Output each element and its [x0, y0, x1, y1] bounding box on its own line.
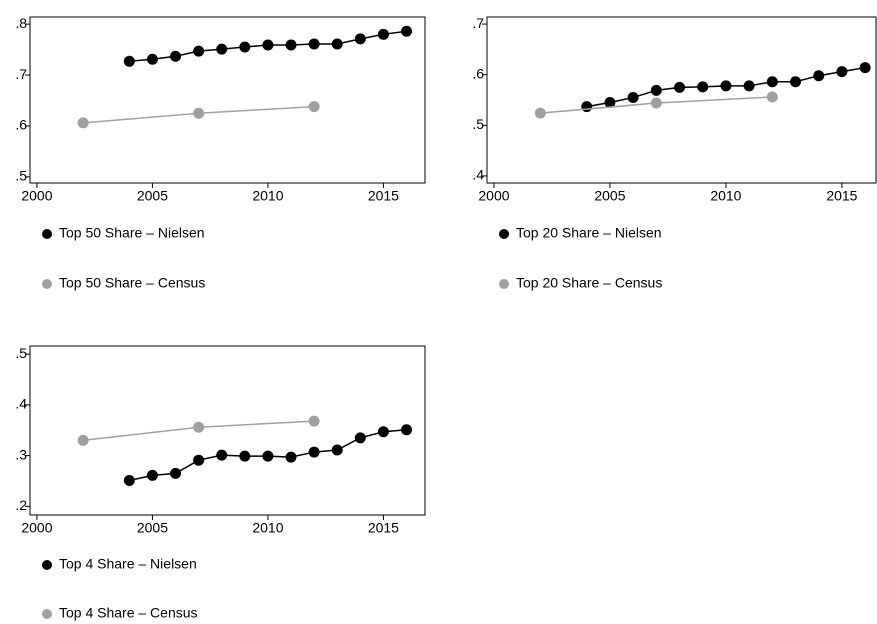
- y-tick-label: .7: [15, 66, 27, 82]
- point: [262, 450, 274, 462]
- x-tick-label: 2005: [137, 188, 168, 204]
- point: [354, 432, 366, 444]
- y-tick-label: .3: [15, 446, 27, 462]
- plot-frame: [29, 345, 426, 516]
- point: [216, 449, 228, 461]
- x-tick-label: 2010: [252, 188, 283, 204]
- point: [697, 81, 709, 93]
- point: [813, 70, 825, 82]
- point: [836, 66, 848, 78]
- x-tick-label: 2015: [368, 188, 399, 204]
- point: [401, 25, 413, 37]
- point: [650, 97, 662, 109]
- point: [193, 107, 205, 119]
- x-tick-label: 2015: [368, 520, 399, 536]
- legend-marker: [42, 229, 52, 239]
- point: [766, 76, 778, 88]
- point: [170, 467, 182, 479]
- point: [308, 38, 320, 50]
- point: [123, 55, 135, 67]
- point: [604, 97, 616, 109]
- point: [377, 28, 389, 40]
- point: [650, 84, 662, 96]
- point: [720, 80, 732, 92]
- point: [401, 424, 413, 436]
- point: [790, 76, 802, 88]
- point: [285, 451, 297, 463]
- point: [262, 39, 274, 51]
- point: [308, 446, 320, 458]
- point: [743, 80, 755, 92]
- y-tick-label: .5: [472, 116, 484, 132]
- x-tick-label: 2015: [826, 188, 857, 204]
- point: [308, 415, 320, 427]
- point: [216, 43, 228, 55]
- x-tick-label: 2010: [252, 520, 283, 536]
- x-tick-label: 2005: [594, 188, 625, 204]
- point: [766, 91, 778, 103]
- legend-marker: [42, 279, 52, 289]
- point: [239, 41, 251, 53]
- point: [123, 474, 135, 486]
- point: [239, 450, 251, 462]
- legend-label: Top 4 Share – Census: [59, 605, 198, 621]
- point: [77, 117, 89, 129]
- legend-label: Top 20 Share – Census: [516, 275, 662, 291]
- legend-label: Top 20 Share – Nielsen: [516, 225, 662, 241]
- point: [377, 426, 389, 438]
- y-tick-label: .6: [472, 65, 484, 81]
- point: [581, 101, 593, 113]
- x-tick-label: 2000: [21, 188, 52, 204]
- point: [331, 444, 343, 456]
- y-tick-label: .6: [15, 117, 27, 133]
- point: [170, 50, 182, 62]
- y-tick-label: .5: [15, 345, 27, 361]
- legend-marker: [42, 560, 52, 570]
- plot-frame: [29, 16, 426, 184]
- legend-label: Top 50 Share – Nielsen: [59, 225, 205, 241]
- legend-label: Top 4 Share – Nielsen: [59, 556, 197, 572]
- point: [146, 469, 158, 481]
- point: [193, 45, 205, 57]
- point: [674, 81, 686, 93]
- y-tick-label: .7: [472, 15, 484, 31]
- point: [859, 62, 871, 74]
- point: [193, 454, 205, 466]
- x-tick-label: 2005: [137, 520, 168, 536]
- point: [627, 91, 639, 103]
- point: [354, 33, 366, 45]
- y-tick-label: .8: [15, 15, 27, 31]
- y-tick-label: .4: [15, 396, 27, 412]
- legend-label: Top 50 Share – Census: [59, 275, 205, 291]
- point: [534, 107, 546, 119]
- point: [308, 101, 320, 113]
- legend-marker: [499, 279, 509, 289]
- plot-frame: [486, 16, 877, 184]
- x-tick-label: 2000: [21, 520, 52, 536]
- point: [193, 421, 205, 433]
- y-tick-label: .5: [15, 168, 27, 184]
- point: [77, 434, 89, 446]
- point: [285, 39, 297, 51]
- y-tick-label: .4: [472, 167, 484, 183]
- x-tick-label: 2010: [710, 188, 741, 204]
- legend-marker: [499, 229, 509, 239]
- y-tick-label: .2: [15, 497, 27, 513]
- legend-marker: [42, 609, 52, 619]
- x-tick-label: 2000: [478, 188, 509, 204]
- point: [146, 53, 158, 65]
- point: [331, 38, 343, 50]
